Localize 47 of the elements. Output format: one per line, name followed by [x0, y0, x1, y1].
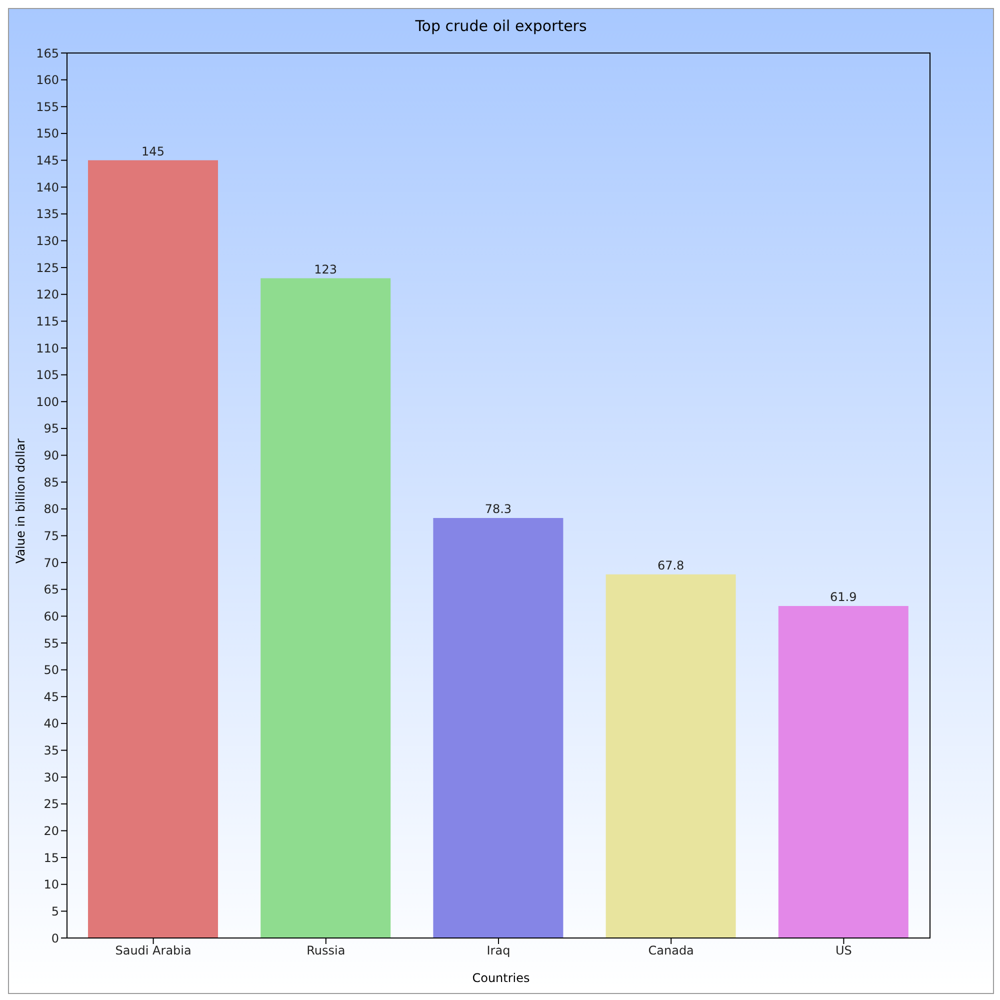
y-tick-label: 130: [36, 234, 59, 248]
y-tick-label: 65: [44, 582, 59, 597]
y-tick-label: 55: [44, 636, 59, 650]
data-label: 145: [142, 144, 164, 158]
y-tick-label: 90: [44, 448, 59, 463]
y-tick-label: 135: [36, 207, 59, 222]
data-label: 61.9: [830, 590, 857, 604]
y-tick-label: 160: [36, 73, 59, 88]
y-tick-label: 155: [36, 100, 59, 114]
y-tick-label: 20: [44, 824, 59, 838]
y-tick-label: 150: [36, 126, 59, 141]
y-tick-label: 110: [36, 341, 59, 356]
y-tick-label: 0: [51, 931, 59, 946]
y-tick-label: 165: [36, 46, 59, 60]
y-tick-label: 35: [44, 744, 59, 758]
x-tick-label: Iraq: [486, 944, 510, 958]
y-tick-label: 45: [44, 690, 59, 704]
y-tick-label: 50: [44, 663, 59, 678]
y-tick-label: 100: [36, 394, 59, 409]
y-tick-label: 70: [44, 556, 59, 570]
y-tick-label: 145: [36, 154, 59, 168]
y-tick-label: 60: [44, 609, 59, 624]
y-tick-label: 40: [44, 716, 59, 731]
x-axis-title: Countries: [471, 971, 531, 985]
y-tick-label: 140: [36, 180, 59, 194]
y-axis-title: Value in billion dollar: [14, 438, 28, 564]
chart-title: Top crude oil exporters: [414, 17, 588, 35]
x-tick-label: US: [835, 944, 852, 958]
data-label: 78.3: [484, 502, 512, 516]
x-tick-label: Canada: [648, 944, 694, 958]
y-tick-label: 125: [36, 260, 59, 275]
y-tick-label: 15: [44, 850, 59, 865]
y-tick-label: 120: [36, 288, 59, 302]
y-tick-label: 75: [44, 528, 59, 543]
x-tick-label: Saudi Arabia: [115, 944, 192, 958]
y-tick-label: 25: [44, 797, 59, 812]
y-tick-label: 85: [44, 475, 59, 490]
y-tick-label: 10: [44, 878, 59, 892]
x-tick-label: Russia: [306, 944, 346, 958]
data-label: 123: [314, 262, 338, 276]
y-tick-label: 95: [44, 422, 59, 436]
y-tick-label: 105: [36, 368, 59, 382]
y-tick-label: 115: [36, 314, 59, 328]
y-tick-label: 30: [44, 770, 59, 784]
y-tick-label: 80: [44, 502, 59, 516]
data-label: 67.8: [657, 558, 684, 572]
y-tick-label: 5: [51, 904, 59, 918]
